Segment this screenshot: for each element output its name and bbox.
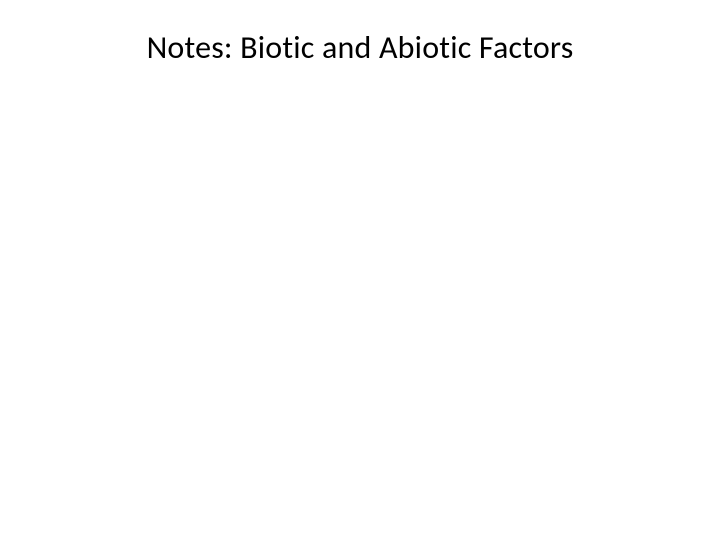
slide-container: Notes: Biotic and Abiotic Factors	[0, 0, 720, 540]
slide-title: Notes: Biotic and Abiotic Factors	[60, 28, 660, 67]
